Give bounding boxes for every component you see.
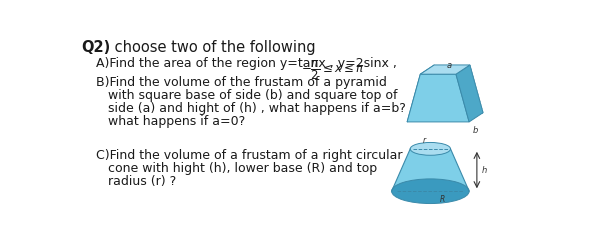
Text: a: a bbox=[446, 61, 452, 70]
Polygon shape bbox=[407, 74, 469, 122]
Text: $-\dfrac{\pi}{2} \leq x \leq \pi$: $-\dfrac{\pi}{2} \leq x \leq \pi$ bbox=[301, 58, 365, 82]
Ellipse shape bbox=[392, 179, 469, 203]
Text: radius (r) ?: radius (r) ? bbox=[108, 175, 176, 188]
Ellipse shape bbox=[410, 142, 450, 155]
Text: with square base of side (b) and square top of: with square base of side (b) and square … bbox=[108, 89, 398, 102]
Text: choose two of the following: choose two of the following bbox=[109, 40, 315, 55]
Text: R: R bbox=[439, 195, 444, 204]
Text: b: b bbox=[472, 126, 478, 135]
Polygon shape bbox=[420, 65, 470, 74]
Text: B)Find the volume of the frustam of a pyramid: B)Find the volume of the frustam of a py… bbox=[96, 76, 387, 89]
Text: Q2): Q2) bbox=[82, 40, 111, 55]
Text: h: h bbox=[482, 166, 487, 175]
Text: side (a) and hight of (h) , what happens if a=b?: side (a) and hight of (h) , what happens… bbox=[108, 102, 406, 115]
Polygon shape bbox=[407, 65, 434, 122]
Polygon shape bbox=[392, 149, 469, 191]
Text: r: r bbox=[423, 136, 426, 145]
Text: A)Find the area of the region y=tanx , y=2sinx ,: A)Find the area of the region y=tanx , y… bbox=[96, 57, 397, 70]
Text: what happens if a=0?: what happens if a=0? bbox=[108, 115, 245, 128]
Text: cone with hight (h), lower base (R) and top: cone with hight (h), lower base (R) and … bbox=[108, 162, 377, 175]
Text: C)Find the volume of a frustam of a right circular: C)Find the volume of a frustam of a righ… bbox=[96, 149, 402, 162]
Polygon shape bbox=[456, 65, 483, 122]
